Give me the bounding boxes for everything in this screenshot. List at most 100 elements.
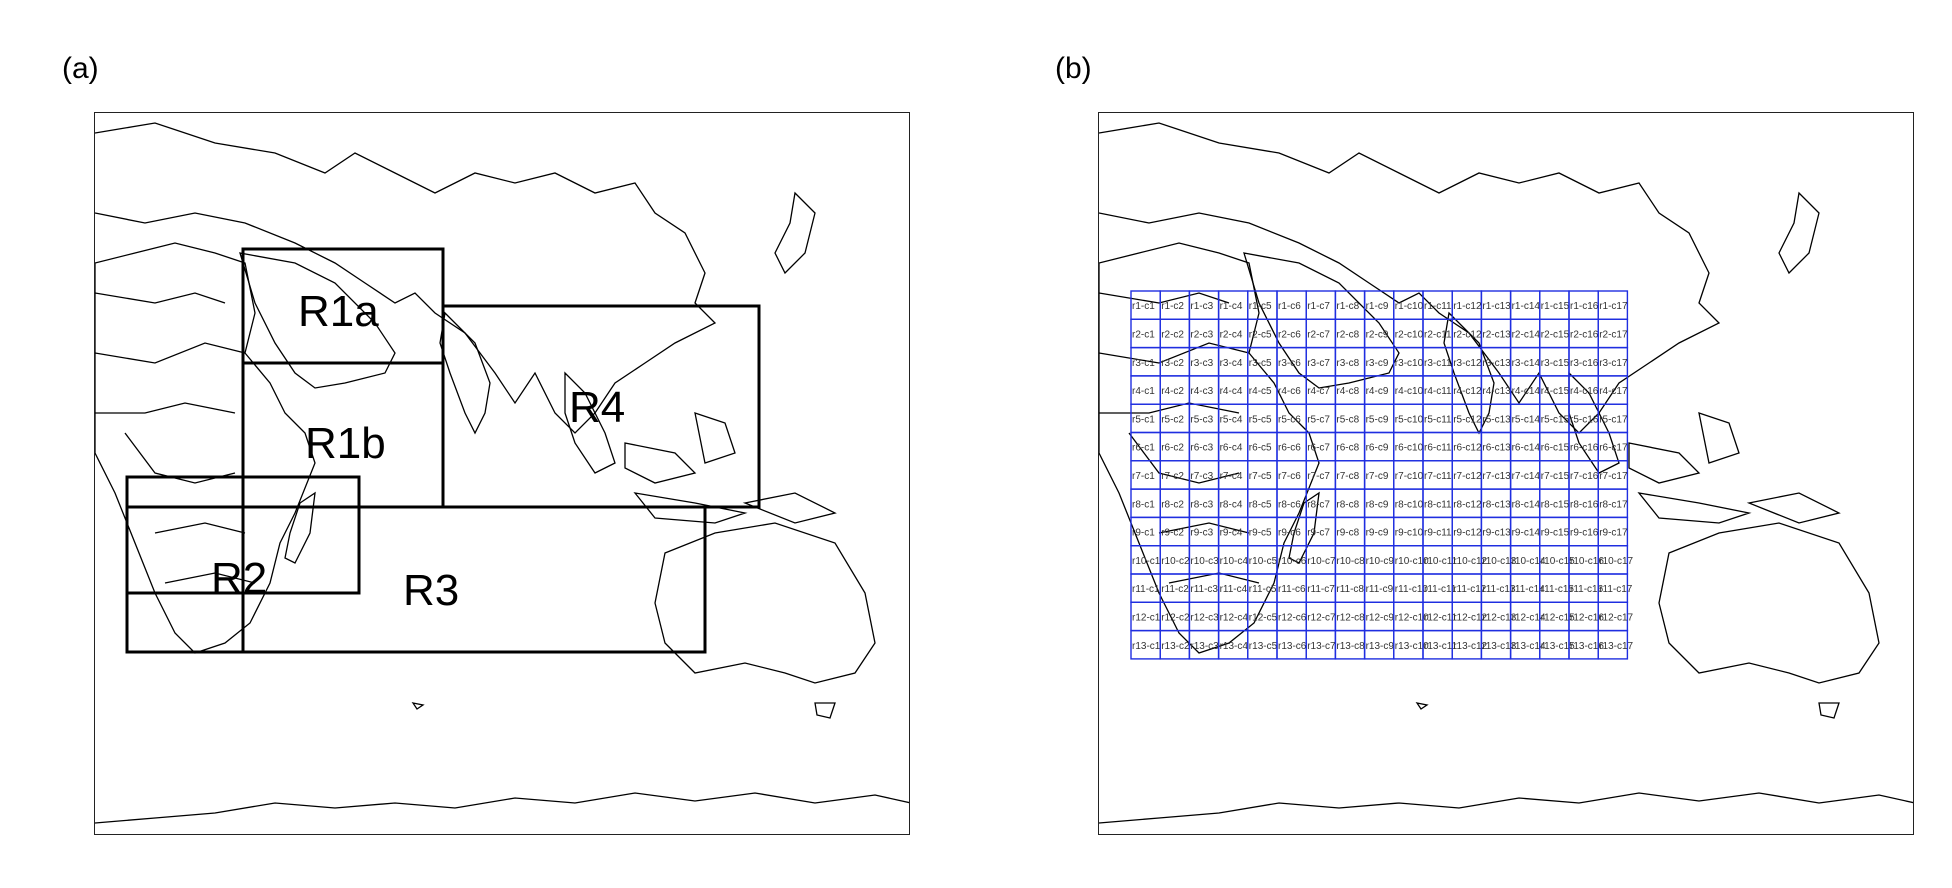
grid-cell-label: r8-c7 [1307, 499, 1330, 510]
grid-cell-label: r1-c1 [1132, 301, 1155, 312]
grid-cell-label: r11-c16 [1570, 584, 1604, 595]
grid-cell-label: r11-c13 [1482, 584, 1516, 595]
grid-cell-label: r1-c5 [1249, 301, 1272, 312]
grid-cell-label: r11-c6 [1278, 584, 1306, 595]
grid-map-svg: r1-c1 r1-c2 r1-c3 r1-c4 r1-c5 r1-c6 r1-c7 r1-c8… [1099, 122, 1913, 824]
grid-cell-label: r12-c4 [1220, 612, 1249, 623]
grid-cell-label: r13-c1 [1132, 641, 1161, 652]
grid-cell-label: r8-c14 [1512, 499, 1541, 510]
grid-cell-label: r6-c6 [1278, 443, 1301, 454]
grid-cell-label: r11-c1 [1132, 584, 1160, 595]
small-island [1415, 702, 1429, 710]
grid-cell-label: r13-c13 [1482, 641, 1516, 652]
grid-cell-label: r2-c14 [1512, 330, 1541, 341]
region-r2-label: R2 [211, 554, 267, 603]
grid-cell-label: r3-c9 [1366, 358, 1389, 369]
grid-cell-label: r12-c17 [1599, 612, 1633, 623]
grid-cell-label: r12-c13 [1482, 612, 1516, 623]
coastlines-b [1099, 122, 1913, 824]
regions-map: R1a R1b R2 R3 R4 [94, 112, 910, 835]
grid-cell-label: r12-c3 [1190, 612, 1219, 623]
coastlines [95, 122, 909, 824]
grid-cell-label: r10-c1 [1132, 556, 1161, 567]
grid-cell-label: r8-c15 [1541, 499, 1570, 510]
grid-cell-label: r6-c14 [1512, 443, 1541, 454]
panel-a-label: (a) [62, 52, 99, 85]
grid-cell-label: r1-c3 [1190, 301, 1213, 312]
grid-cell-label: r3-c3 [1190, 358, 1213, 369]
grid-cell-label: r4-c11 [1424, 386, 1452, 397]
grid-cell-label: r11-c9 [1366, 584, 1394, 595]
grid-cell-label: r6-c9 [1366, 443, 1389, 454]
grid-cell-label: r12-c5 [1249, 612, 1278, 623]
grid-cell-label: r1-c16 [1570, 301, 1599, 312]
grid-cell-label: r5-c9 [1366, 414, 1389, 425]
eurasia-coastline [95, 122, 717, 434]
grid-cell-label: r6-c3 [1190, 443, 1213, 454]
grid-cell-label: r3-c1 [1132, 358, 1155, 369]
grid-cell-label: r1-c2 [1161, 301, 1184, 312]
grid-cell-label: r9-c13 [1482, 528, 1511, 539]
grid-cell-label: r3-c7 [1307, 358, 1330, 369]
grid-cell-label: r1-c7 [1307, 301, 1330, 312]
grid-cell-label: r4-c14 [1512, 386, 1541, 397]
grid-cell-label: r6-c15 [1541, 443, 1570, 454]
grid-cell-label: r10-c6 [1278, 556, 1307, 567]
grid-cell-label: r4-c6 [1278, 386, 1301, 397]
grid-cell-label: r2-c3 [1190, 330, 1213, 341]
grid-cell-label: r6-c13 [1482, 443, 1511, 454]
grid-cell-label: r12-c2 [1161, 612, 1190, 623]
grid-cell-label: r13-c10 [1395, 641, 1429, 652]
grid-cell-label: r4-c17 [1599, 386, 1628, 397]
grid-cell-label: r1-c4 [1220, 301, 1243, 312]
australia-coastline [654, 522, 876, 684]
grid-cell-label: r10-c10 [1395, 556, 1429, 567]
grid-cell-label: r5-c10 [1395, 414, 1424, 425]
grid-cell-label: r7-c15 [1541, 471, 1570, 482]
grid-cell-label: r5-c4 [1220, 414, 1243, 425]
grid-cell-label: r7-c8 [1336, 471, 1359, 482]
grid-cell-label: r13-c14 [1512, 641, 1546, 652]
grid-cell-label: r7-c3 [1190, 471, 1213, 482]
japan [774, 191, 816, 275]
grid-cell-label: r12-c9 [1366, 612, 1395, 623]
grid-cell-label: r10-c16 [1570, 556, 1604, 567]
grid-cells: r1-c1 r1-c2 r1-c3 r1-c4 r1-c5 r1-c6 r1-c7 r1-c8… [1130, 290, 1634, 660]
grid-cell-label: r11-c11 [1424, 584, 1457, 595]
grid-cell-label: r13-c9 [1366, 641, 1395, 652]
grid-cell-label: r2-c7 [1307, 330, 1330, 341]
grid-cell [1597, 629, 1629, 660]
grid-cell-label: r5-c2 [1161, 414, 1184, 425]
grid-cell-label: r2-c9 [1366, 330, 1389, 341]
grid-cell-label: r5-c1 [1132, 414, 1155, 425]
grid-cell-label: r2-c5 [1249, 330, 1272, 341]
grid-cell-label: r3-c17 [1599, 358, 1628, 369]
africa-coastline [1099, 242, 1320, 654]
grid-cell-label: r13-c4 [1220, 641, 1249, 652]
grid-cell-label: r12-c12 [1453, 612, 1487, 623]
grid-cell-label: r7-c11 [1424, 471, 1452, 482]
grid-cell-label: r1-c6 [1278, 301, 1301, 312]
grid-cell-label: r5-c14 [1512, 414, 1541, 425]
grid-cell-label: r3-c13 [1482, 358, 1511, 369]
grid-cell-label: r6-c12 [1453, 443, 1482, 454]
region-r1b-label: R1b [305, 419, 386, 468]
grid-cell-label: r11-c5 [1249, 584, 1277, 595]
new-guinea [742, 492, 837, 524]
grid-cell-label: r7-c5 [1249, 471, 1272, 482]
small-island [411, 702, 425, 710]
grid-cell-label: r9-c11 [1424, 528, 1452, 539]
grid-cell-label: r2-c8 [1336, 330, 1359, 341]
grid-cell-label: r5-c13 [1482, 414, 1511, 425]
grid-cell-label: r8-c1 [1132, 499, 1155, 510]
grid-cell-label: r9-c17 [1599, 528, 1628, 539]
grid-cell-label: r1-c8 [1336, 301, 1359, 312]
grid-cell-label: r4-c3 [1190, 386, 1213, 397]
grid-cell-label: r11-c14 [1512, 584, 1546, 595]
grid-cell-label: r4-c4 [1220, 386, 1243, 397]
grid-cell-label: r7-c16 [1570, 471, 1599, 482]
grid-cell-label: r2-c1 [1132, 330, 1155, 341]
grid-cell-label: r2-c10 [1395, 330, 1424, 341]
grid-cell-label: r7-c10 [1395, 471, 1424, 482]
grid-cell-label: r9-c1 [1132, 528, 1155, 539]
